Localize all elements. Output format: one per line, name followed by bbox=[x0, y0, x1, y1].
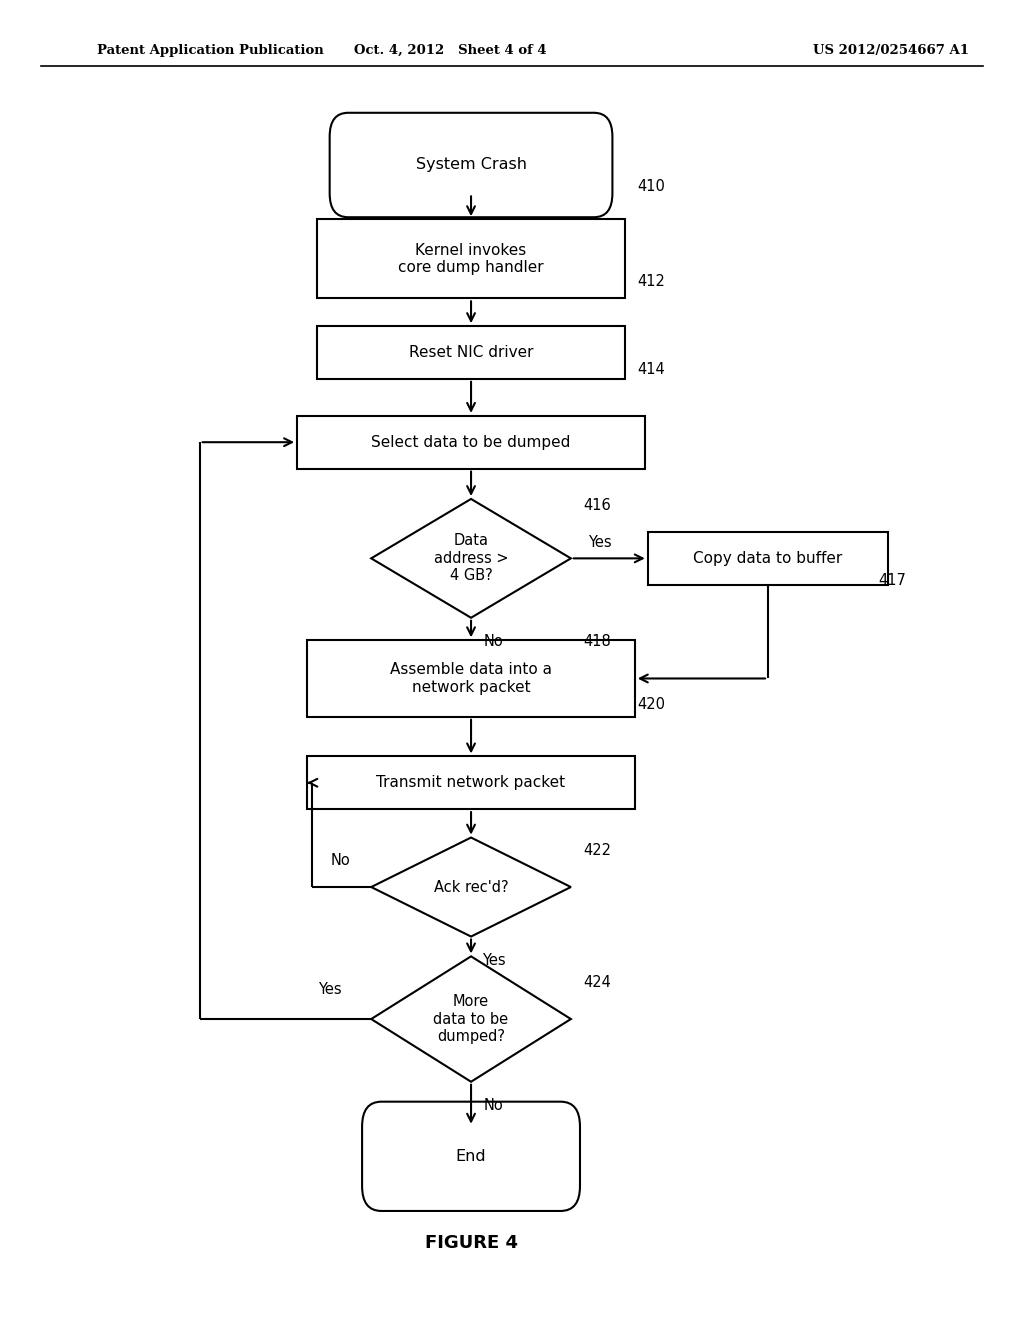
Text: Patent Application Publication: Patent Application Publication bbox=[97, 44, 324, 57]
Bar bbox=[317, 219, 625, 298]
Text: Ack rec'd?: Ack rec'd? bbox=[434, 879, 508, 895]
Text: 412: 412 bbox=[637, 273, 665, 289]
Polygon shape bbox=[372, 956, 571, 1082]
Text: 422: 422 bbox=[584, 842, 611, 858]
Text: Yes: Yes bbox=[588, 535, 611, 550]
Text: Kernel invokes
core dump handler: Kernel invokes core dump handler bbox=[398, 243, 544, 275]
Bar bbox=[317, 326, 625, 379]
Text: Yes: Yes bbox=[318, 982, 342, 998]
Polygon shape bbox=[372, 499, 571, 618]
Text: Reset NIC driver: Reset NIC driver bbox=[409, 345, 534, 360]
Bar bbox=[648, 532, 889, 585]
Text: 424: 424 bbox=[584, 974, 611, 990]
Text: End: End bbox=[456, 1148, 486, 1164]
Text: US 2012/0254667 A1: US 2012/0254667 A1 bbox=[813, 44, 969, 57]
Text: FIGURE 4: FIGURE 4 bbox=[425, 1234, 517, 1253]
Text: Yes: Yes bbox=[481, 953, 506, 968]
Bar bbox=[307, 640, 635, 717]
FancyBboxPatch shape bbox=[362, 1102, 580, 1210]
Text: 418: 418 bbox=[584, 634, 611, 649]
Text: Copy data to buffer: Copy data to buffer bbox=[693, 550, 843, 566]
Text: 420: 420 bbox=[637, 697, 665, 713]
Bar bbox=[307, 756, 635, 809]
Text: Data
address >
4 GB?: Data address > 4 GB? bbox=[434, 533, 508, 583]
Text: No: No bbox=[483, 634, 504, 649]
FancyBboxPatch shape bbox=[330, 112, 612, 218]
Text: More
data to be
dumped?: More data to be dumped? bbox=[433, 994, 509, 1044]
Text: System Crash: System Crash bbox=[416, 157, 526, 173]
Polygon shape bbox=[372, 838, 571, 937]
Text: Select data to be dumped: Select data to be dumped bbox=[372, 434, 570, 450]
Text: Assemble data into a
network packet: Assemble data into a network packet bbox=[390, 663, 552, 694]
Text: Transmit network packet: Transmit network packet bbox=[377, 775, 565, 791]
Text: 416: 416 bbox=[584, 498, 611, 513]
Bar bbox=[297, 416, 645, 469]
Text: 410: 410 bbox=[637, 178, 665, 194]
Text: No: No bbox=[331, 853, 350, 869]
Text: 414: 414 bbox=[637, 362, 665, 378]
Text: 417: 417 bbox=[879, 573, 906, 589]
Text: No: No bbox=[483, 1098, 504, 1113]
Text: Oct. 4, 2012   Sheet 4 of 4: Oct. 4, 2012 Sheet 4 of 4 bbox=[354, 44, 547, 57]
